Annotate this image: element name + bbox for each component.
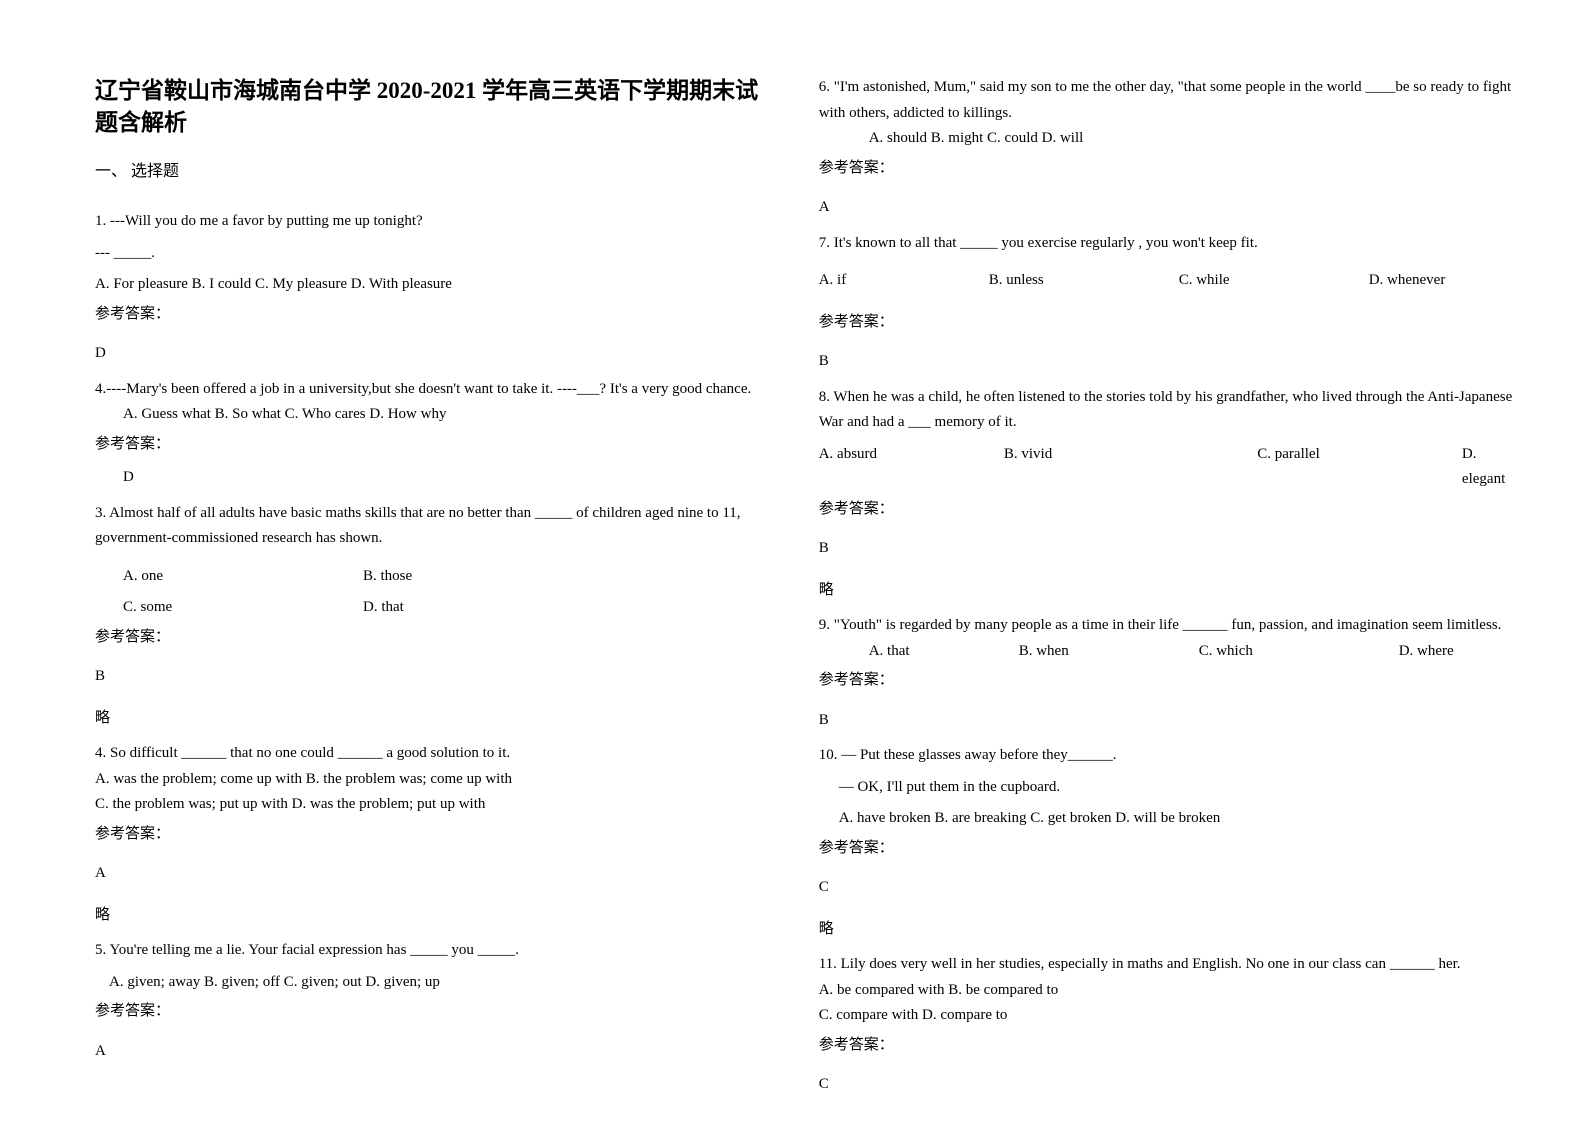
- question-5: 5. You're telling me a lie. Your facial …: [95, 938, 769, 1064]
- question-text: 6. "I'm astonished, Mum," said my son to…: [819, 75, 1522, 126]
- answer-label: 参考答案：: [819, 836, 1522, 862]
- answer-extra: 略: [95, 903, 769, 929]
- answer-label: 参考答案：: [819, 1033, 1522, 1059]
- answer-extra: 略: [95, 706, 769, 732]
- options-row: C. some D. that: [95, 595, 769, 621]
- document-title: 辽宁省鞍山市海城南台中学 2020-2021 学年高三英语下学期期末试题含解析: [95, 75, 769, 139]
- options: A. should B. might C. could D. will: [819, 126, 1522, 152]
- section-header: 一、 选择题: [95, 157, 769, 181]
- option-a: A. one: [123, 564, 363, 590]
- options-row: A. one B. those: [95, 564, 769, 590]
- question-6: 6. "I'm astonished, Mum," said my son to…: [819, 75, 1522, 221]
- options: A. if B. unless C. while D. whenever: [819, 268, 1522, 294]
- option-c: C. parallel: [1257, 442, 1462, 493]
- question-text: — OK, I'll put them in the cupboard.: [819, 775, 1522, 801]
- answer-label: 参考答案：: [819, 668, 1522, 694]
- question-11: 11. Lily does very well in her studies, …: [819, 952, 1522, 1098]
- question-10: 10. — Put these glasses away before they…: [819, 743, 1522, 942]
- question-1: 1. ---Will you do me a favor by putting …: [95, 209, 769, 367]
- answer-label: 参考答案：: [95, 625, 769, 651]
- answer-value: C: [819, 875, 1522, 901]
- question-text: 10. — Put these glasses away before they…: [819, 743, 1522, 769]
- options: A. be compared with B. be compared to: [819, 978, 1522, 1004]
- question-text: 5. You're telling me a lie. Your facial …: [95, 938, 769, 964]
- answer-value: D: [95, 341, 769, 367]
- option-d: D. whenever: [1369, 268, 1446, 294]
- option-a: A. if: [819, 268, 989, 294]
- question-text: 8. When he was a child, he often listene…: [819, 385, 1522, 436]
- left-column: 辽宁省鞍山市海城南台中学 2020-2021 学年高三英语下学期期末试题含解析 …: [95, 75, 769, 1108]
- answer-value: A: [819, 195, 1522, 221]
- option-c: C. which: [1199, 639, 1399, 665]
- right-column: 6. "I'm astonished, Mum," said my son to…: [819, 75, 1522, 1108]
- option-b: B. those: [363, 564, 412, 590]
- option-a: A. absurd: [819, 442, 1004, 493]
- question-text: 11. Lily does very well in her studies, …: [819, 952, 1522, 978]
- question-text: 3. Almost half of all adults have basic …: [95, 501, 769, 552]
- answer-value: B: [95, 664, 769, 690]
- options: A. have broken B. are breaking C. get br…: [819, 806, 1522, 832]
- answer-label: 参考答案：: [95, 999, 769, 1025]
- answer-label: 参考答案：: [95, 302, 769, 328]
- question-4: 4. So difficult ______ that no one could…: [95, 741, 769, 928]
- options: A. given; away B. given; off C. given; o…: [95, 970, 769, 996]
- answer-label: 参考答案：: [819, 310, 1522, 336]
- option-d: D. that: [363, 595, 404, 621]
- answer-extra: 略: [819, 578, 1522, 604]
- answer-label: 参考答案：: [819, 497, 1522, 523]
- question-text: 4.----Mary's been offered a job in a uni…: [95, 377, 769, 403]
- answer-value: D: [95, 465, 769, 491]
- question-text: 9. "Youth" is regarded by many people as…: [819, 613, 1522, 639]
- options: C. compare with D. compare to: [819, 1003, 1522, 1029]
- options: A. that B. when C. which D. where: [819, 639, 1522, 665]
- options: A. was the problem; come up with B. the …: [95, 767, 769, 793]
- page-container: 辽宁省鞍山市海城南台中学 2020-2021 学年高三英语下学期期末试题含解析 …: [0, 0, 1587, 1148]
- answer-value: A: [95, 861, 769, 887]
- options: C. the problem was; put up with D. was t…: [95, 792, 769, 818]
- answer-value: C: [819, 1072, 1522, 1098]
- answer-label: 参考答案：: [819, 156, 1522, 182]
- answer-label: 参考答案：: [95, 432, 769, 458]
- question-8: 8. When he was a child, he often listene…: [819, 385, 1522, 604]
- option-b: B. vivid: [1004, 442, 1257, 493]
- options: A. For pleasure B. I could C. My pleasur…: [95, 272, 769, 298]
- question-text: 7. It's known to all that _____ you exer…: [819, 231, 1522, 257]
- answer-label: 参考答案：: [95, 822, 769, 848]
- answer-extra: 略: [819, 917, 1522, 943]
- option-c: C. while: [1179, 268, 1369, 294]
- option-c: C. some: [123, 595, 363, 621]
- question-2: 4.----Mary's been offered a job in a uni…: [95, 377, 769, 491]
- question-9: 9. "Youth" is regarded by many people as…: [819, 613, 1522, 733]
- question-7: 7. It's known to all that _____ you exer…: [819, 231, 1522, 375]
- question-text: 4. So difficult ______ that no one could…: [95, 741, 769, 767]
- answer-value: B: [819, 349, 1522, 375]
- answer-value: B: [819, 536, 1522, 562]
- options: A. Guess what B. So what C. Who cares D.…: [95, 402, 769, 428]
- option-b: B. when: [1019, 639, 1199, 665]
- option-d: D. elegant: [1462, 442, 1522, 493]
- option-a: A. that: [869, 639, 1019, 665]
- question-3: 3. Almost half of all adults have basic …: [95, 501, 769, 732]
- option-b: B. unless: [989, 268, 1179, 294]
- question-text: --- _____.: [95, 241, 769, 267]
- options: A. absurd B. vivid C. parallel D. elegan…: [819, 442, 1522, 493]
- question-text: 1. ---Will you do me a favor by putting …: [95, 209, 769, 235]
- answer-value: A: [95, 1039, 769, 1065]
- answer-value: B: [819, 708, 1522, 734]
- option-d: D. where: [1399, 639, 1454, 665]
